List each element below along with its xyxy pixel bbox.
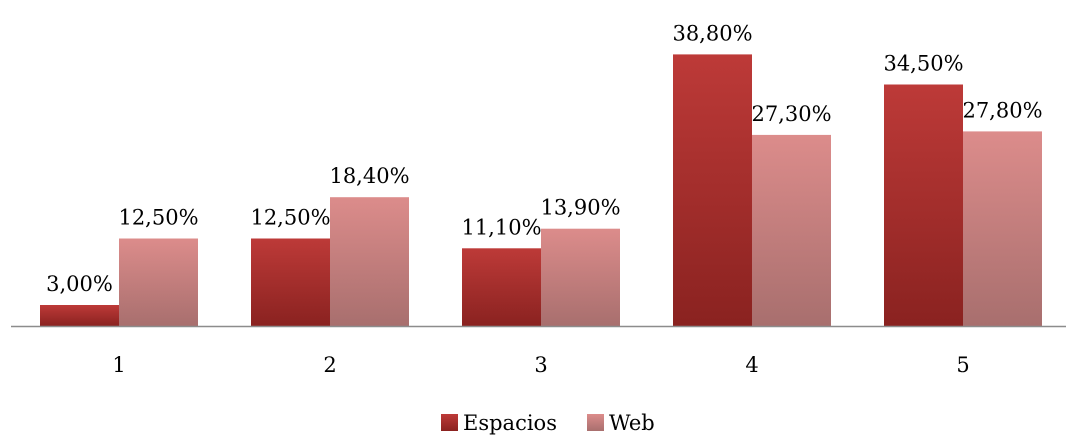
bar-espacios-1 — [40, 305, 119, 326]
bar-espacios-3 — [462, 248, 541, 326]
x-tick-label-4: 4 — [745, 353, 758, 377]
data-label-web-2: 18,40% — [329, 164, 409, 188]
data-labels-layer: 3,00% 12,50% 12,50% 18,40% 11,10%13,90% 38,80… — [46, 21, 1042, 296]
bar-espacios-5 — [884, 84, 963, 326]
legend-label-web: Web — [609, 411, 655, 435]
x-tick-label-3: 3 — [534, 353, 547, 377]
data-label-web-4: 27,30% — [751, 102, 831, 126]
data-label-web-1: 12,50% — [118, 206, 198, 230]
legend-label-espacios: Espacios — [463, 411, 557, 435]
x-tick-label-2: 2 — [323, 353, 336, 377]
data-label-espacios-3: 11,10% — [461, 215, 541, 239]
data-label-web-3: 13,90% — [540, 196, 620, 220]
legend-swatch-web — [587, 414, 604, 431]
x-tick-labels-layer: 1 2 3 4 5 — [112, 353, 969, 377]
x-tick-label-5: 5 — [956, 353, 969, 377]
bars-layer — [40, 54, 1042, 327]
data-label-espacios-4: 38,80% — [672, 21, 752, 45]
bar-web-3 — [541, 228, 620, 326]
bar-web-5 — [963, 131, 1042, 326]
legend-swatch-espacios — [441, 414, 458, 431]
bar-web-4 — [752, 134, 831, 326]
bar-espacios-2 — [251, 238, 330, 326]
data-label-web-5: 27,80% — [962, 98, 1042, 122]
bar-web-1 — [119, 238, 198, 326]
bar-web-2 — [330, 197, 409, 326]
data-label-espacios-1: 3,00% — [46, 272, 113, 296]
data-label-espacios-5: 34,50% — [883, 52, 963, 76]
x-tick-label-1: 1 — [112, 353, 125, 377]
legend: Espacios Web — [441, 411, 655, 435]
data-label-espacios-2: 12,50% — [250, 206, 330, 230]
bar-espacios-4 — [673, 54, 752, 327]
